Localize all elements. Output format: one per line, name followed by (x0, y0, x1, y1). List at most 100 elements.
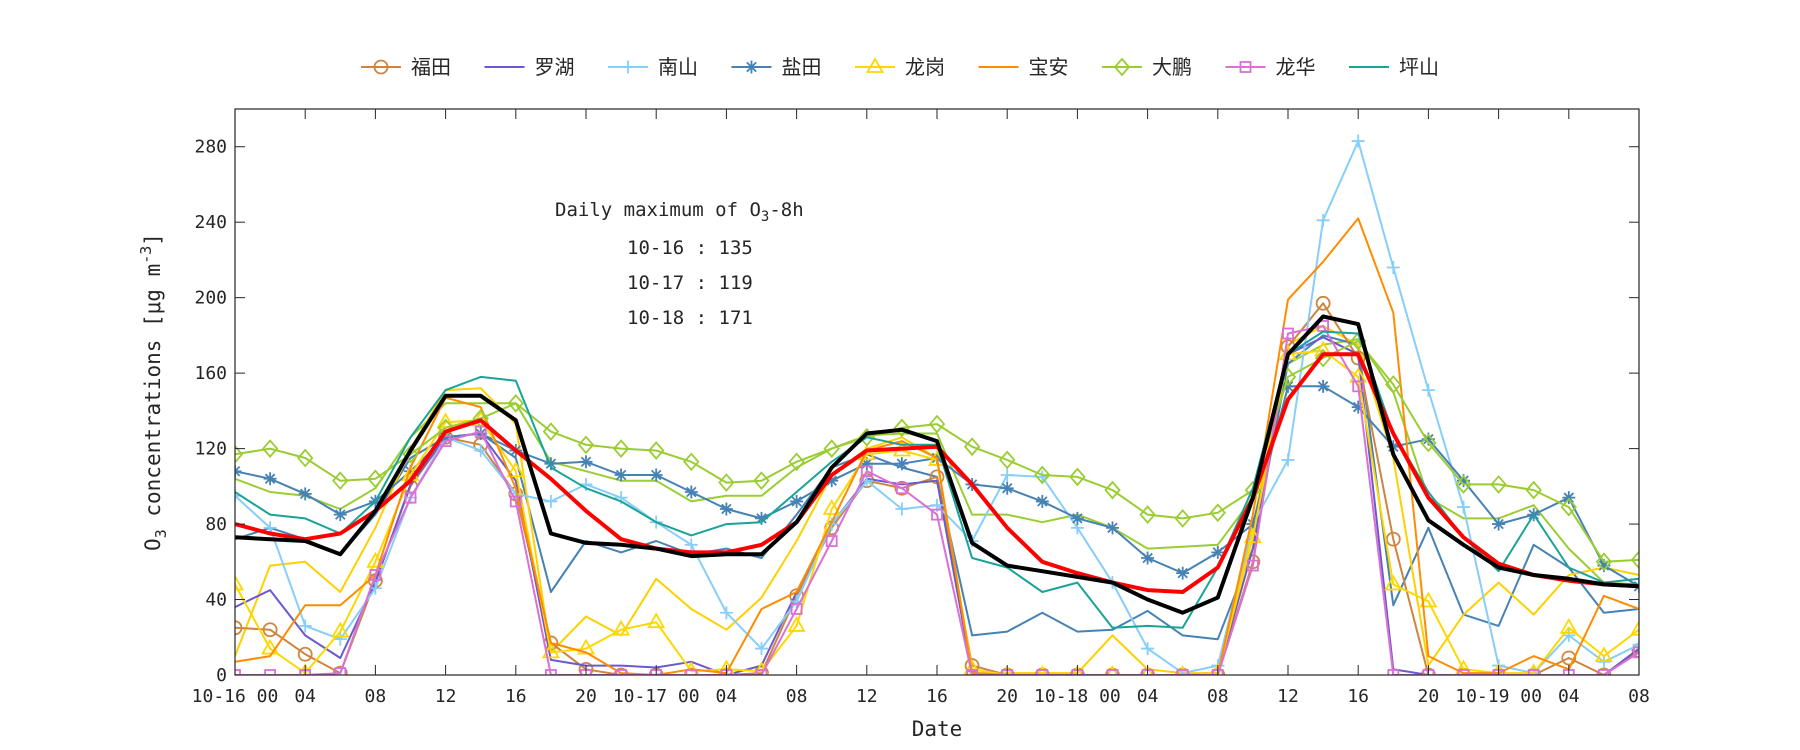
data-point-marker (1629, 619, 1639, 636)
annotation-line: 10-16 : 135 (627, 237, 753, 259)
data-point-marker (790, 494, 804, 508)
data-point-marker (544, 457, 558, 471)
data-point-marker (928, 414, 946, 434)
data-point-marker (1457, 500, 1470, 514)
data-point-marker (684, 538, 698, 552)
x-tick-label: 04 (1137, 686, 1159, 707)
data-point-marker (823, 439, 840, 458)
data-point-marker (822, 499, 841, 515)
data-point-marker (1632, 638, 1639, 652)
data-point-marker (367, 469, 384, 489)
x-tick-label: 20 (1418, 686, 1440, 707)
data-point-marker (1419, 591, 1438, 608)
y-tick-label: 120 (194, 439, 227, 460)
data-point-marker (297, 646, 313, 662)
data-point-marker (333, 632, 347, 646)
data-point-marker (718, 473, 735, 492)
y-axis: 0 40 80 120 160 200 240 280 (194, 137, 1639, 686)
data-point-marker (235, 574, 245, 591)
data-point-marker (860, 457, 874, 471)
data-point-marker (1421, 432, 1435, 446)
data-point-marker (544, 494, 558, 508)
data-point-marker (1141, 551, 1155, 565)
series-layer (235, 134, 1639, 675)
data-point-marker (895, 457, 909, 471)
data-point-marker (649, 468, 663, 482)
series-line (235, 340, 1639, 563)
data-point-marker (685, 669, 698, 675)
data-point-marker (1281, 379, 1295, 393)
legend-marker-icon (745, 60, 758, 74)
x-tick-label: 10-17 00 (613, 686, 700, 707)
legend-item: 南山 (608, 55, 698, 79)
data-point-marker (1457, 669, 1470, 675)
data-point-marker (1034, 465, 1051, 485)
data-point-marker (1211, 663, 1225, 675)
annotation-line: 10-17 : 119 (627, 272, 753, 294)
data-point-marker (787, 616, 806, 632)
data-point-marker (1281, 453, 1295, 467)
data-point-marker (1209, 503, 1226, 523)
x-tick-label: 16 (926, 686, 948, 707)
x-tick-label: 04 (294, 686, 316, 707)
x-tick-label: 10-16 00 (192, 686, 279, 707)
x-tick-label: 04 (716, 686, 738, 707)
data-point-marker (1316, 379, 1330, 393)
data-point-marker (298, 619, 312, 633)
data-point-marker (541, 642, 560, 659)
x-tick-label: 12 (856, 686, 878, 707)
data-point-marker (261, 638, 280, 655)
series-line (235, 325, 1639, 675)
legend-label: 福田 (411, 55, 451, 79)
data-point-marker (331, 621, 350, 638)
legend-label: 大鹏 (1152, 55, 1192, 79)
data-point-marker (1211, 545, 1225, 559)
legend-label: 南山 (658, 55, 698, 79)
series-宝安 (235, 217, 1639, 675)
annotation-title: Daily maximum of O3-8h (555, 199, 804, 225)
data-point-marker (264, 669, 277, 675)
data-point-marker (1351, 400, 1365, 414)
series-unlabeled-13 (235, 314, 1639, 615)
data-point-marker (402, 444, 419, 464)
data-point-marker (1559, 618, 1578, 634)
y-tick-label: 0 (216, 665, 227, 686)
data-point-marker (790, 603, 803, 615)
data-point-marker (963, 437, 981, 457)
data-point-marker (298, 487, 312, 501)
x-tick-label: 08 (1207, 686, 1229, 707)
legend-label: 盐田 (782, 55, 822, 79)
data-point-marker (1385, 531, 1401, 547)
data-point-marker (298, 663, 312, 675)
data-point-marker (1104, 480, 1121, 500)
data-point-marker (719, 502, 733, 516)
data-point-marker (1596, 667, 1612, 675)
data-point-marker (615, 669, 627, 675)
data-point-marker (1106, 669, 1119, 675)
data-point-marker (1526, 663, 1541, 675)
data-point-marker (1176, 566, 1190, 580)
data-point-marker (1457, 474, 1470, 488)
data-point-marker (1176, 669, 1189, 675)
data-point-marker (1036, 669, 1049, 675)
y-tick-label: 80 (205, 514, 227, 535)
data-point-marker (931, 508, 943, 521)
series-line (235, 302, 1639, 675)
data-point-marker (755, 642, 768, 656)
data-point-marker (1386, 260, 1400, 274)
data-point-marker (1387, 669, 1400, 675)
legend: 福田 罗湖 南山 盐田 龙岗 宝安 大鹏 龙华 坪山 (361, 55, 1439, 79)
data-point-marker (1562, 628, 1576, 642)
x-axis: 10-16 00 04 08 12 16 20 10-17 00 04 08 12 16 20 10-1… (192, 109, 1650, 707)
y-tick-label: 240 (194, 212, 227, 233)
data-point-marker (579, 455, 593, 469)
data-point-marker (578, 661, 594, 675)
legend-marker-icon (1239, 61, 1252, 73)
data-point-marker (614, 468, 628, 482)
data-point-marker (507, 393, 524, 413)
data-point-marker (613, 667, 629, 675)
legend-label: 坪山 (1399, 55, 1439, 79)
data-point-marker (1598, 669, 1610, 675)
data-point-marker (1490, 475, 1507, 494)
data-point-marker (576, 638, 596, 655)
